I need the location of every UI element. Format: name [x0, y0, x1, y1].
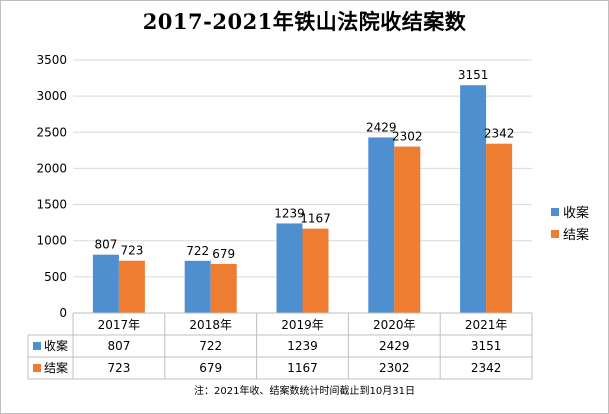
- bar-jiean: [394, 146, 421, 313]
- y-tick-label: 3500: [36, 53, 67, 67]
- legend-key: [551, 208, 559, 216]
- x-tick-label: 2021年: [465, 318, 508, 332]
- x-tick-label: 2017年: [98, 318, 141, 332]
- y-tick-label: 1500: [36, 198, 67, 212]
- table-cell: 1239: [287, 339, 318, 353]
- table-legend-key: [33, 364, 41, 372]
- bar-jiean: [486, 143, 513, 313]
- bar-shouan: [276, 223, 303, 313]
- x-tick-label: 2020年: [373, 318, 416, 332]
- table-cell: 679: [199, 361, 222, 375]
- table-row-label: 结案: [44, 360, 68, 375]
- chart-title: 2017-2021年铁山法院收结案数: [142, 9, 467, 34]
- x-tick-label: 2018年: [189, 318, 232, 332]
- y-tick-label: 3000: [36, 89, 67, 103]
- bar-shouan: [460, 85, 487, 313]
- table-cell: 1167: [287, 361, 318, 375]
- table-legend-key: [33, 342, 41, 350]
- bar-jiean: [210, 263, 237, 313]
- y-tick-label: 1000: [36, 234, 67, 248]
- data-label: 2429: [366, 120, 397, 134]
- bar-shouan: [368, 137, 395, 313]
- data-label: 3151: [458, 68, 489, 82]
- data-label: 1239: [274, 206, 305, 220]
- data-label: 2302: [392, 130, 423, 144]
- y-tick-label: 500: [44, 270, 67, 284]
- legend-label: 收案: [563, 206, 589, 221]
- data-label: 723: [120, 244, 143, 258]
- y-tick-label: 0: [59, 306, 67, 320]
- table-cell: 723: [107, 361, 130, 375]
- data-label: 722: [186, 244, 209, 258]
- bar-jiean: [118, 260, 145, 313]
- data-label: 2342: [484, 127, 515, 141]
- table-cell: 807: [107, 339, 130, 353]
- table-cell: 2342: [471, 361, 502, 375]
- x-tick-label: 2019年: [281, 318, 324, 332]
- y-tick-label: 2500: [36, 125, 67, 139]
- data-label: 1167: [300, 212, 331, 226]
- table-cell: 2429: [379, 339, 410, 353]
- table-cell: 2302: [379, 361, 410, 375]
- legend-key: [551, 230, 559, 238]
- bar-jiean: [302, 228, 329, 313]
- data-label: 807: [94, 238, 117, 252]
- y-tick-label: 2000: [36, 161, 67, 175]
- bar-shouan: [184, 260, 211, 313]
- table-row-label: 收案: [44, 338, 68, 353]
- legend-label: 结案: [563, 228, 589, 243]
- table-cell: 722: [199, 339, 222, 353]
- data-label: 679: [212, 247, 235, 261]
- table-cell: 3151: [471, 339, 502, 353]
- bar-shouan: [92, 254, 119, 313]
- footnote: 注：2021年收、结案数统计时间截止到10月31日: [194, 386, 415, 397]
